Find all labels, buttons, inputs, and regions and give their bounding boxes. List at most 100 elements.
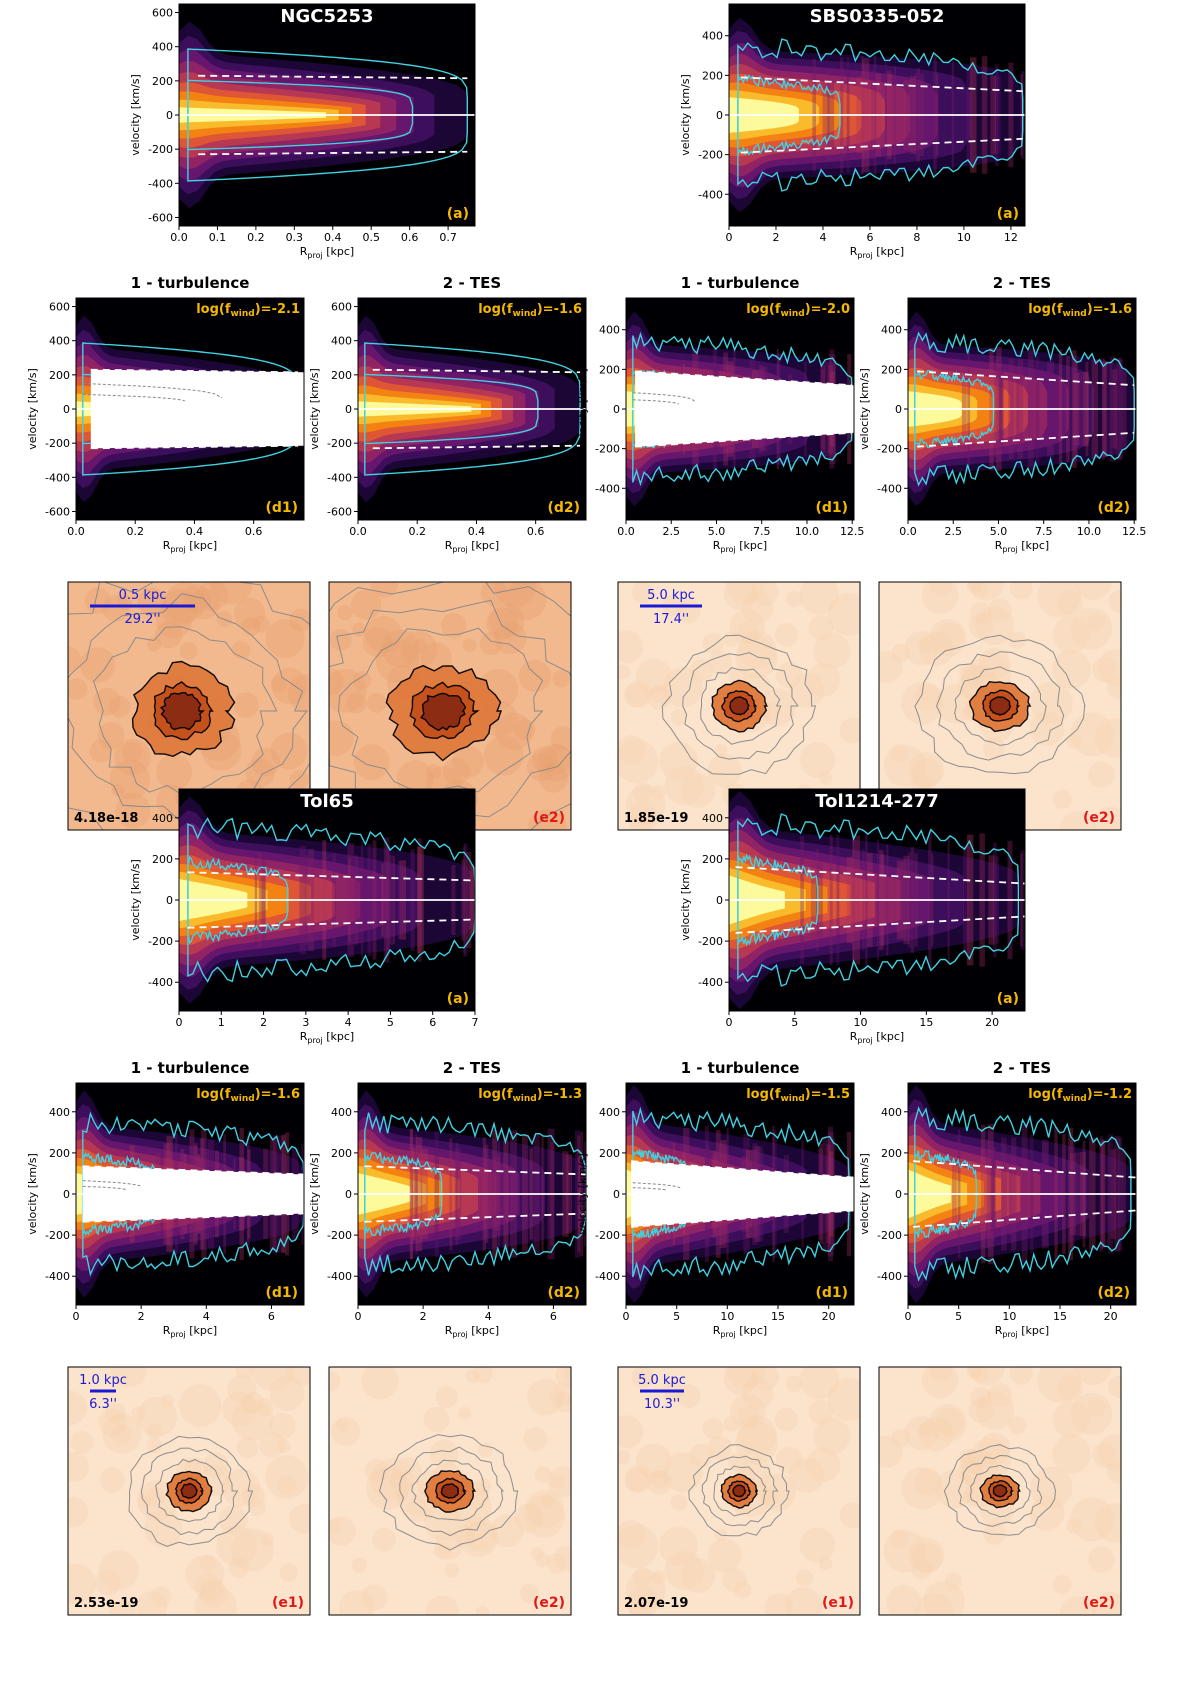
y-axis-label: velocity [km/s] bbox=[308, 1153, 321, 1235]
noise-blob bbox=[480, 582, 508, 607]
noise-blob bbox=[388, 1471, 407, 1489]
noise-blob bbox=[210, 582, 253, 605]
noise-blob bbox=[146, 1423, 162, 1440]
noise-blob bbox=[161, 1394, 174, 1408]
y-axis-label: velocity [km/s] bbox=[26, 368, 39, 450]
noise-blob bbox=[68, 646, 82, 673]
noise-blob bbox=[351, 1557, 367, 1573]
noise-blob bbox=[366, 692, 387, 713]
noise-blob bbox=[680, 773, 716, 808]
noise-blob bbox=[144, 1509, 183, 1548]
noise-blob bbox=[114, 738, 151, 776]
noise-blob bbox=[218, 1505, 248, 1535]
noise-blob bbox=[79, 647, 116, 683]
escape-velocity-line bbox=[913, 1209, 1136, 1228]
image-area bbox=[329, 582, 571, 830]
noise-blob bbox=[146, 1437, 162, 1453]
noise-blob bbox=[914, 1468, 942, 1496]
isophote-contour bbox=[68, 582, 310, 830]
pv-outer-contour bbox=[82, 1111, 304, 1277]
noise-blob bbox=[1059, 1596, 1097, 1615]
noise-blob bbox=[618, 664, 631, 680]
residual-dashed-contour bbox=[82, 1185, 128, 1191]
noise-blob bbox=[339, 1590, 374, 1615]
noise-blob bbox=[618, 1524, 659, 1569]
noise-blob bbox=[935, 1407, 964, 1436]
noise-blob bbox=[407, 1496, 428, 1517]
tes-title: 2 - TES bbox=[993, 1059, 1051, 1077]
y-tick-label: 400 bbox=[599, 1106, 620, 1119]
noise-blob bbox=[659, 1526, 698, 1566]
x-tick-label: 10 bbox=[957, 231, 971, 244]
x-tick-label: 0 bbox=[176, 1016, 183, 1029]
x-tick-label: 0.2 bbox=[247, 231, 265, 244]
y-tick-label: 0 bbox=[613, 1188, 620, 1201]
noise-blob bbox=[420, 642, 452, 674]
pv-plot-area bbox=[76, 298, 304, 520]
y-tick-label: 200 bbox=[881, 363, 902, 376]
panel-label: (a) bbox=[997, 991, 1019, 1007]
noise-blob bbox=[975, 1391, 1015, 1430]
noise-blob bbox=[452, 745, 485, 778]
noise-blob bbox=[650, 684, 669, 703]
noise-blob bbox=[702, 1417, 724, 1440]
noise-blob bbox=[662, 1452, 703, 1493]
noise-blob bbox=[329, 720, 354, 756]
panel-label: (e2) bbox=[1083, 1595, 1115, 1611]
escape-velocity-line bbox=[634, 370, 853, 387]
noise-blob bbox=[629, 1601, 651, 1615]
noise-blob bbox=[353, 744, 390, 781]
noise-blob bbox=[474, 1478, 491, 1495]
noise-blob bbox=[819, 1556, 833, 1570]
tes-title: 2 - TES bbox=[993, 274, 1051, 292]
noise-blob bbox=[68, 1390, 87, 1426]
noise-blob bbox=[265, 1455, 309, 1499]
noise-blob bbox=[737, 630, 777, 670]
x-tick-label: 2 bbox=[420, 1310, 427, 1323]
noise-blob bbox=[269, 1412, 296, 1440]
noise-blob bbox=[194, 1586, 238, 1615]
noise-blob bbox=[145, 1487, 166, 1507]
noise-blob bbox=[454, 1525, 475, 1546]
isophote-contour bbox=[411, 1459, 489, 1521]
noise-blob bbox=[914, 1593, 955, 1615]
y-tick-label: 400 bbox=[599, 324, 620, 337]
y-tick-label: 200 bbox=[702, 69, 723, 82]
noise-blob bbox=[967, 582, 1005, 601]
noise-blob bbox=[230, 1528, 274, 1572]
noise-blob bbox=[750, 582, 779, 606]
noise-blob bbox=[269, 1376, 305, 1411]
noise-blob bbox=[233, 597, 266, 630]
noise-blob bbox=[966, 1367, 983, 1379]
x-tick-label: 3 bbox=[302, 1016, 309, 1029]
x-tick-label: 10 bbox=[720, 1310, 734, 1323]
noise-blob bbox=[1107, 1460, 1121, 1484]
escape-velocity-line bbox=[198, 150, 468, 156]
noise-blob bbox=[535, 1552, 550, 1567]
turbulence-title: 1 - turbulence bbox=[681, 1059, 800, 1077]
noise-blob bbox=[276, 1438, 291, 1453]
x-tick-label: 0.2 bbox=[408, 525, 426, 538]
y-axis-label: velocity [km/s] bbox=[129, 859, 142, 941]
noise-blob bbox=[531, 746, 559, 773]
x-tick-label: 8 bbox=[913, 231, 920, 244]
x-tick-label: 5 bbox=[387, 1016, 394, 1029]
noise-blob bbox=[93, 687, 121, 716]
noise-blob bbox=[555, 1391, 571, 1407]
y-tick-label: 400 bbox=[152, 41, 173, 54]
y-tick-label: 0 bbox=[166, 109, 173, 122]
noise-blob bbox=[889, 1529, 908, 1548]
y-tick-label: 0 bbox=[895, 403, 902, 416]
isophote-contour bbox=[729, 696, 750, 716]
noise-blob bbox=[917, 638, 932, 652]
pv-outer-contour bbox=[187, 817, 475, 983]
noise-blob bbox=[908, 1537, 945, 1573]
noise-blob bbox=[1052, 1435, 1091, 1474]
noise-blob bbox=[987, 597, 1012, 623]
noise-blob bbox=[708, 1435, 733, 1460]
panel-label: (a) bbox=[997, 206, 1019, 222]
escape-velocity-line bbox=[631, 1209, 854, 1228]
fwind-annotation: log(fwind)=-1.5 bbox=[746, 1087, 850, 1104]
noise-blob bbox=[1088, 761, 1115, 788]
noise-blob bbox=[423, 1406, 450, 1433]
